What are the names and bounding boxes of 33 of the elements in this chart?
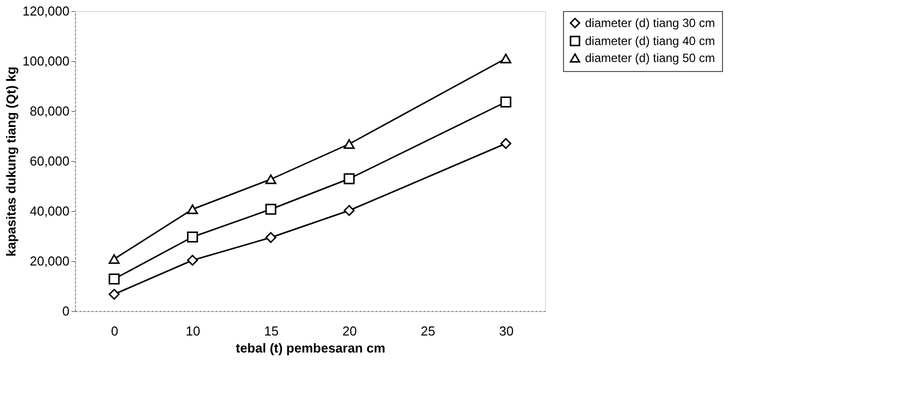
point <box>344 139 355 149</box>
point <box>108 274 120 284</box>
point <box>187 232 198 242</box>
x-tick-label: 0 <box>111 324 118 338</box>
point <box>265 204 276 215</box>
x-tick-label: 30 <box>499 324 514 338</box>
y-tick-label: 40,000 <box>30 204 70 218</box>
point <box>344 173 355 184</box>
x-tick-label: 10 <box>186 324 200 338</box>
y-tick-label: 20,000 <box>30 254 70 268</box>
point <box>108 288 120 300</box>
y-tick-label: 120,000 <box>22 4 70 18</box>
point <box>500 96 512 108</box>
y-tick-label: 0 <box>62 304 70 318</box>
point <box>108 254 120 264</box>
point <box>187 254 198 266</box>
y-tick-label: 80,000 <box>30 104 70 118</box>
legend-label: diameter (d) tiang 30 cm <box>585 16 716 30</box>
legend-label: diameter (d) tiang 40 cm <box>585 34 716 48</box>
point <box>265 174 276 184</box>
point <box>500 138 512 149</box>
x-axis-title: tebal (t) pembesaran cm <box>236 340 386 356</box>
legend-label: diameter (d) tiang 50 cm <box>585 51 716 65</box>
x-tick-label: 25 <box>420 324 436 338</box>
y-tick-label: 60,000 <box>30 154 70 168</box>
x-tick-label: 15 <box>264 324 279 338</box>
y-tick-label: 100,000 <box>22 54 70 68</box>
x-tick-label: 20 <box>342 324 357 338</box>
y-axis-title: kapasitas dukung tiang (Qt) kg <box>4 66 19 256</box>
point <box>500 54 512 64</box>
point <box>344 205 355 216</box>
point <box>265 232 276 243</box>
point <box>187 204 198 214</box>
